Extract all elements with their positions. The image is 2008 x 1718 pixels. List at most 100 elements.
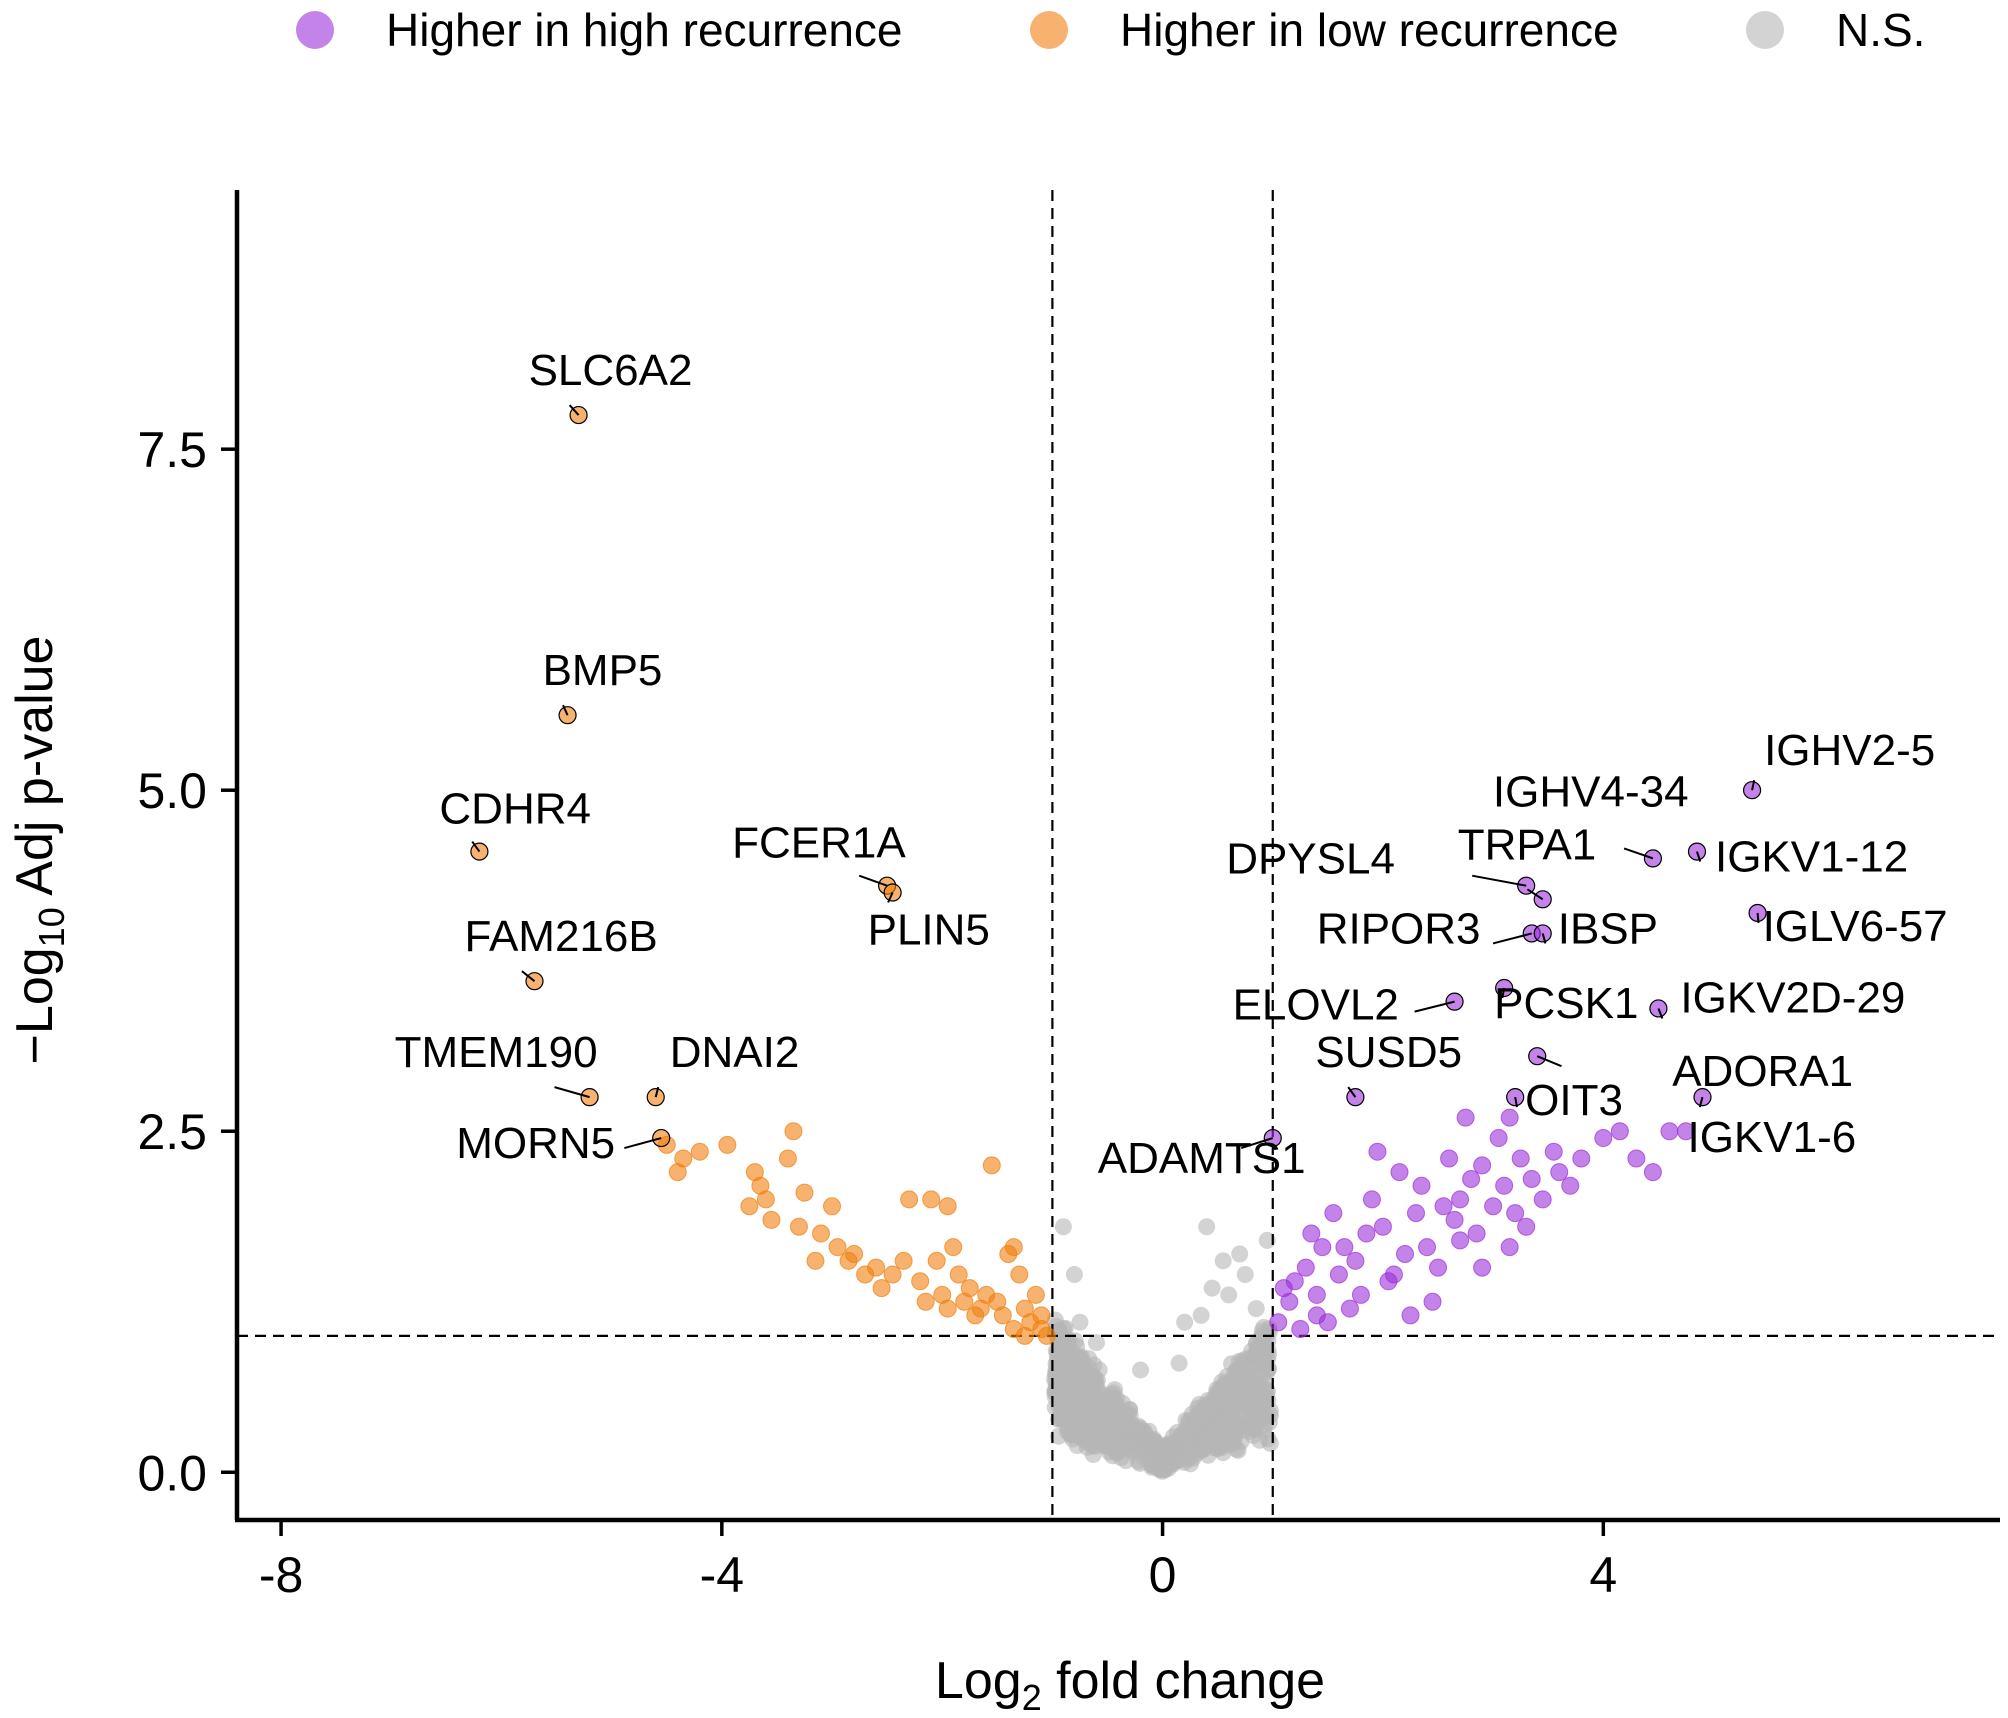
gene-label-connector — [654, 1086, 660, 1098]
low-point — [823, 1197, 842, 1216]
low-point — [1037, 1326, 1056, 1345]
gene-labels-layer: SLC6A2 BMP5 CDHR4 FCER1A PLIN5 FAM216B TMEM190… — [395, 346, 1948, 1183]
high-point — [1401, 1306, 1420, 1325]
gene-label-connector — [1414, 1000, 1455, 1013]
ns-point — [1231, 1245, 1249, 1263]
high-point — [1451, 1231, 1470, 1250]
ns-point — [1222, 1381, 1240, 1399]
high-point — [1351, 1285, 1370, 1304]
high-point — [1544, 1142, 1563, 1161]
gene-label-connector — [1657, 1008, 1664, 1019]
low-point — [839, 1251, 858, 1270]
low-point — [927, 1251, 946, 1270]
low-point — [911, 1272, 930, 1291]
high-point — [1390, 1163, 1409, 1182]
legend-item-high: Higher in high recurrence — [296, 4, 903, 56]
ns-point — [1198, 1218, 1216, 1236]
high-point — [1434, 1197, 1453, 1216]
high-point — [1467, 1224, 1486, 1243]
ns-point — [1258, 1231, 1276, 1249]
high-point — [1291, 1320, 1310, 1339]
ns-point — [1065, 1265, 1083, 1283]
low-points-layer — [657, 1122, 1056, 1345]
gene-label: OIT3 — [1525, 1076, 1623, 1125]
gene-label-connector — [624, 1137, 662, 1150]
ns-point — [1170, 1354, 1188, 1372]
high-point — [1373, 1217, 1392, 1236]
ns-point — [1220, 1286, 1238, 1304]
gene-label-connector — [562, 704, 569, 716]
y-tick-label: 2.5 — [137, 1104, 207, 1160]
ns-point — [1109, 1404, 1127, 1422]
low-point — [811, 1224, 830, 1243]
gene-label: TMEM190 — [395, 1028, 598, 1077]
gene-label-connector — [1751, 779, 1756, 791]
gene-label: SUSD5 — [1315, 1028, 1462, 1077]
low-point — [988, 1292, 1007, 1311]
gene-label-connector — [887, 892, 894, 903]
x-tick-label: -8 — [259, 1547, 303, 1603]
low-point — [894, 1251, 913, 1270]
high-point — [1473, 1258, 1492, 1277]
low-point — [856, 1265, 875, 1284]
ns-point — [1256, 1382, 1274, 1400]
high-point — [1274, 1279, 1293, 1298]
ns-point — [1183, 1438, 1201, 1456]
high-point — [1561, 1176, 1580, 1195]
high-point — [1517, 1217, 1536, 1236]
gene-label-connector — [568, 404, 580, 416]
gene-label-connector — [1240, 1137, 1274, 1150]
gene-label-connector — [1526, 888, 1544, 901]
gene-label: IGKV1-12 — [1715, 833, 1908, 882]
y-tick-label: 5.0 — [137, 763, 207, 819]
high-point — [1473, 1156, 1492, 1175]
low-point — [966, 1306, 985, 1325]
legend-label-high: Higher in high recurrence — [386, 4, 903, 56]
gene-label-connector — [521, 970, 536, 982]
gene-label: CDHR4 — [439, 785, 591, 834]
ns-point — [1055, 1409, 1073, 1427]
low-point — [690, 1142, 709, 1161]
low-point — [900, 1190, 919, 1209]
ns-point — [1253, 1327, 1271, 1345]
y-tick-label: 0.0 — [137, 1445, 207, 1501]
gene-label: MORN5 — [456, 1119, 615, 1168]
y-axis-label-main: −Log — [6, 947, 64, 1064]
ns-point — [1064, 1360, 1082, 1378]
legend-item-ns: N.S. — [1746, 4, 1925, 56]
gene-label-connector — [1472, 874, 1527, 887]
ns-point — [1071, 1313, 1089, 1331]
low-point — [922, 1190, 941, 1209]
legend-dot-ns — [1746, 11, 1784, 49]
ns-point — [1192, 1306, 1210, 1324]
low-point — [740, 1197, 759, 1216]
low-point — [784, 1122, 803, 1141]
gene-label-connector — [1698, 1096, 1704, 1108]
x-tick-label: 0 — [1149, 1547, 1177, 1603]
high-point — [1484, 1197, 1503, 1216]
low-point — [955, 1292, 974, 1311]
gene-label: PLIN5 — [868, 906, 990, 955]
y-axis-label: −Log10 Adj p-value — [6, 636, 72, 1065]
ns-point — [1135, 1423, 1153, 1441]
low-point — [762, 1210, 781, 1229]
y-tick-label: 7.5 — [137, 422, 207, 478]
ns-point — [1220, 1409, 1238, 1427]
legend-item-low: Higher in low recurrence — [1030, 4, 1619, 56]
y-axis-label-sub: 10 — [31, 907, 72, 947]
low-point — [1010, 1265, 1029, 1284]
low-point — [806, 1251, 825, 1270]
high-point — [1357, 1224, 1376, 1243]
gene-label: IGKV1-6 — [1687, 1113, 1856, 1162]
gene-label: ELOVL2 — [1233, 981, 1399, 1030]
low-point — [916, 1292, 935, 1311]
ns-point — [1256, 1346, 1274, 1364]
high-point — [1511, 1149, 1530, 1168]
x-axis-label: Log2 fold change — [935, 1652, 1325, 1718]
high-point — [1335, 1238, 1354, 1257]
high-point — [1395, 1245, 1414, 1263]
high-point — [1440, 1149, 1459, 1168]
gene-label-connector — [1514, 1096, 1518, 1108]
high-point — [1462, 1169, 1481, 1188]
high-point — [1594, 1129, 1613, 1148]
